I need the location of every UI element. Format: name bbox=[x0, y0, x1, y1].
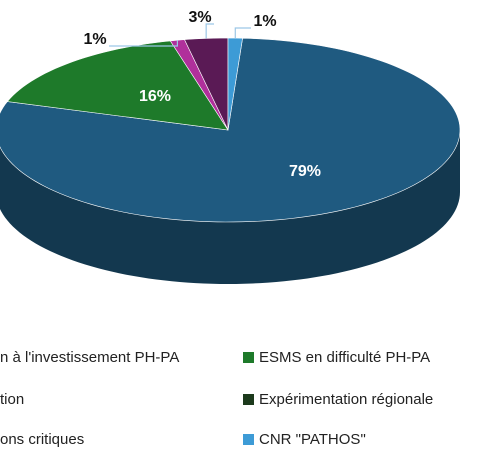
leader-line bbox=[205, 23, 214, 39]
pie-side bbox=[0, 130, 460, 284]
legend-label: tion bbox=[0, 391, 24, 408]
legend-swatch bbox=[243, 434, 254, 445]
legend-label: CNR "PATHOS" bbox=[259, 431, 366, 448]
data-label: 1% bbox=[253, 13, 276, 30]
legend-label: Expérimentation régionale bbox=[259, 391, 433, 408]
data-label: 79% bbox=[289, 163, 321, 180]
leader-line bbox=[109, 40, 178, 47]
pie-slice bbox=[227, 37, 243, 131]
legend-label: n à l'investissement PH-PA bbox=[0, 349, 179, 366]
legend-label: ons critiques bbox=[0, 431, 84, 448]
data-label: 1% bbox=[83, 31, 106, 48]
legend-label: ESMS en difficulté PH-PA bbox=[259, 349, 430, 366]
legend-swatch bbox=[243, 352, 254, 363]
data-label: 3% bbox=[188, 9, 211, 26]
legend-swatch bbox=[243, 394, 254, 405]
data-label: 16% bbox=[139, 88, 171, 105]
leader-line bbox=[234, 27, 251, 39]
pie-slice bbox=[0, 37, 461, 223]
pie-slice bbox=[6, 40, 229, 131]
